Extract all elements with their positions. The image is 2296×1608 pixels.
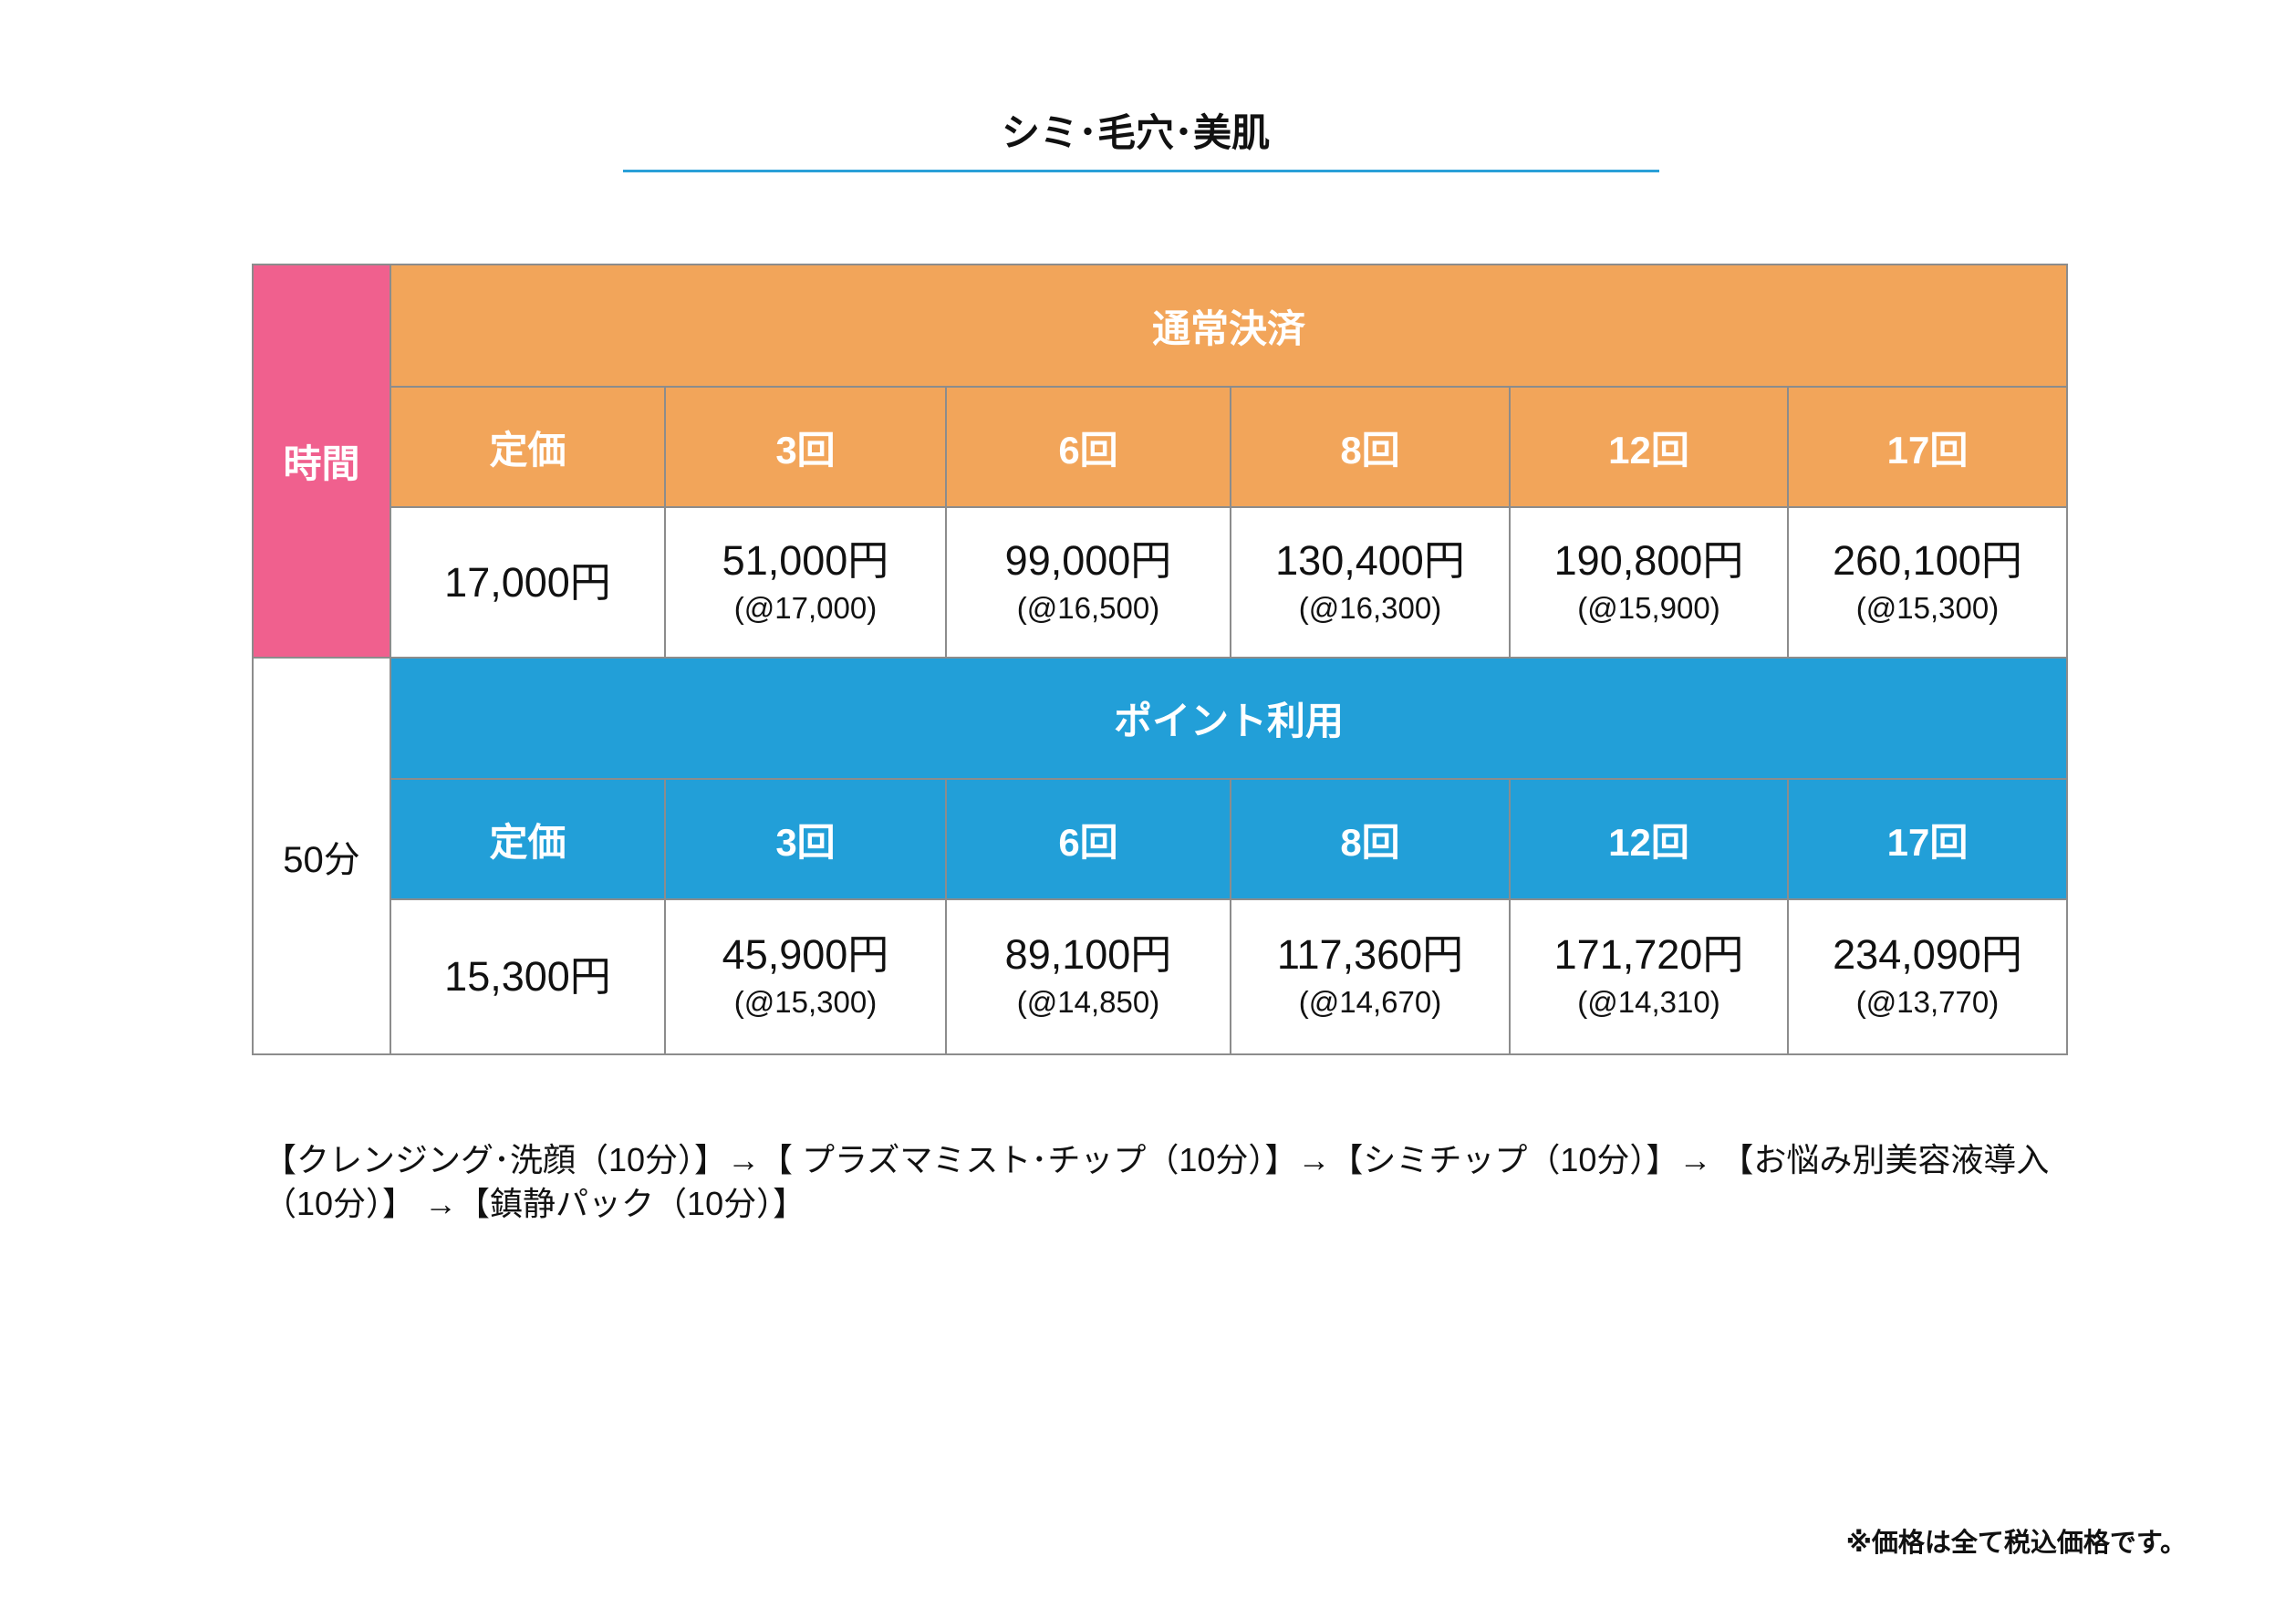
- tax-note: ※価格は全て税込価格です。: [1845, 1529, 2187, 1558]
- total-price: 234,090円: [1833, 931, 2022, 978]
- total-price: 45,900円: [722, 931, 889, 978]
- per-session-price: (@16,500): [1016, 590, 1160, 625]
- price-cell: 260,100円 (@15,300): [1787, 506, 2068, 659]
- per-session-price: (@13,770): [1855, 985, 2000, 1019]
- course-flow-text: 【クレンジング･洗顔（10分）】→【 プラズマミスト･チップ（10分）】→【シミ…: [264, 1141, 2050, 1222]
- time-value: 50分: [252, 657, 391, 1055]
- column-header: 8回: [1230, 778, 1511, 900]
- page-title: シミ･毛穴･美肌: [1001, 111, 1270, 154]
- price-cell: 45,900円 (@15,300): [664, 898, 947, 1055]
- normal-payment-heading: 通常決済: [390, 264, 2068, 388]
- time-header: 時間: [252, 264, 391, 659]
- total-price: 15,300円: [444, 953, 611, 1000]
- column-header: 17回: [1787, 386, 2068, 508]
- per-session-price: (@14,850): [1016, 985, 1160, 1019]
- total-price: 99,000円: [1004, 536, 1172, 584]
- column-header: 3回: [664, 778, 947, 900]
- total-price: 171,720円: [1553, 931, 1744, 978]
- price-cell: 51,000円 (@17,000): [664, 506, 947, 659]
- column-header: 12回: [1509, 386, 1789, 508]
- total-price: 17,000円: [444, 558, 611, 606]
- column-header: 6回: [945, 386, 1231, 508]
- column-header: 定価: [390, 778, 666, 900]
- total-price: 190,800円: [1553, 536, 1744, 584]
- total-price: 260,100円: [1833, 536, 2022, 584]
- total-price: 89,100円: [1004, 931, 1172, 978]
- per-session-price: (@14,310): [1577, 985, 1720, 1019]
- title-underline: [623, 170, 1659, 172]
- price-cell: 117,360円 (@14,670): [1230, 898, 1511, 1055]
- per-session-price: (@15,300): [733, 985, 878, 1019]
- total-price: 51,000円: [722, 536, 889, 584]
- price-cell: 190,800円 (@15,900): [1509, 506, 1789, 659]
- column-header: 3回: [664, 386, 947, 508]
- price-cell: 99,000円 (@16,500): [945, 506, 1231, 659]
- column-header: 8回: [1230, 386, 1511, 508]
- price-cell: 130,400円 (@16,300): [1230, 506, 1511, 659]
- column-header: 6回: [945, 778, 1231, 900]
- price-cell: 17,000円: [390, 506, 666, 659]
- column-header: 17回: [1787, 778, 2068, 900]
- price-table: 時間 通常決済 定価 3回 6回 8回 12回 17回 17,000円 51,000円 (@1…: [252, 264, 2068, 1055]
- per-session-price: (@14,670): [1298, 985, 1442, 1019]
- point-usage-heading: ポイント利用: [390, 657, 2068, 780]
- price-cell: 89,100円 (@14,850): [945, 898, 1231, 1055]
- total-price: 130,400円: [1275, 536, 1465, 584]
- column-header: 定価: [390, 386, 666, 508]
- total-price: 117,360円: [1276, 931, 1464, 978]
- column-header: 12回: [1509, 778, 1789, 900]
- per-session-price: (@15,900): [1577, 590, 1720, 625]
- price-cell: 171,720円 (@14,310): [1509, 898, 1789, 1055]
- per-session-price: (@17,000): [733, 590, 878, 625]
- price-cell: 234,090円 (@13,770): [1787, 898, 2068, 1055]
- per-session-price: (@16,300): [1298, 590, 1442, 625]
- per-session-price: (@15,300): [1855, 590, 2000, 625]
- price-cell: 15,300円: [390, 898, 666, 1055]
